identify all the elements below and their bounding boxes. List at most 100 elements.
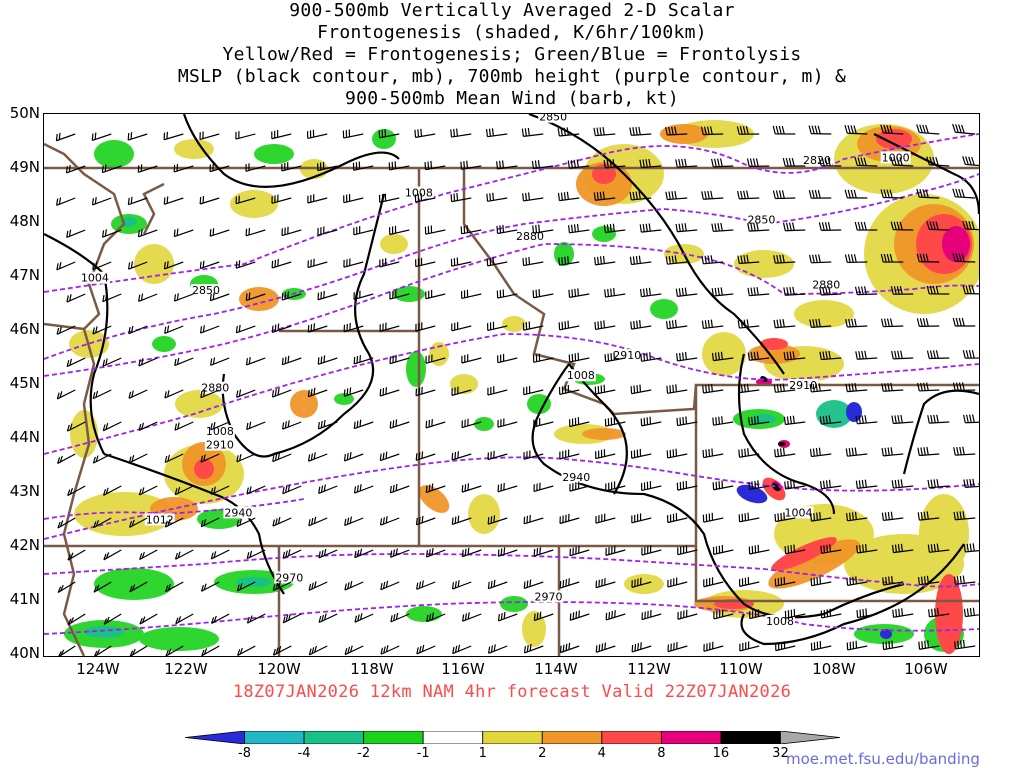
colorbar-segment-4	[422, 731, 484, 744]
wind-barb	[558, 256, 580, 266]
wind-barb	[963, 478, 979, 488]
wind-barb	[281, 226, 302, 237]
wind-barb	[559, 513, 580, 525]
wind-barb	[738, 448, 760, 458]
wind-barb	[881, 382, 904, 392]
wind-barb	[461, 547, 482, 558]
wind-barb	[667, 641, 688, 653]
wind-barb	[425, 290, 446, 300]
wind-barb	[91, 197, 112, 206]
wind-barb	[174, 485, 194, 496]
wind-barb	[846, 640, 868, 651]
wind-barb	[557, 191, 580, 202]
wind-barb	[235, 260, 256, 269]
wind-barb	[281, 291, 302, 301]
wind-barb	[928, 607, 950, 618]
wind-barb	[488, 644, 508, 654]
wind-barb	[318, 548, 338, 559]
height-label-10: 2940	[562, 471, 590, 484]
wind-barb	[819, 350, 842, 361]
wind-barb	[926, 221, 950, 231]
wind-barb	[737, 190, 760, 200]
wind-barb	[137, 228, 158, 238]
wind-barb	[450, 193, 472, 203]
wind-barb	[209, 292, 230, 302]
wind-barb	[818, 222, 842, 231]
wind-barb	[271, 194, 292, 204]
wind-barb	[533, 482, 554, 493]
wind-barb	[702, 383, 724, 394]
lat-label-46n: 46N	[9, 320, 40, 338]
wind-barb	[747, 287, 770, 297]
wind-barb	[487, 515, 508, 525]
map-canvas: 1008100410081008101210041008100028502820…	[44, 114, 979, 656]
title-line-3: Yellow/Red = Frontogenesis; Green/Blue =…	[222, 44, 802, 65]
wind-barb	[747, 351, 770, 361]
wind-barb	[711, 158, 734, 168]
wind-barb	[774, 576, 796, 587]
wind-barb	[891, 543, 914, 554]
wind-barb	[605, 610, 626, 621]
wind-barb	[379, 387, 400, 397]
title-line-1: 900-500mb Vertically Averaged 2-D Scalar	[289, 0, 735, 21]
wind-barb	[379, 451, 400, 462]
wind-barb	[855, 350, 878, 360]
colorbar-segment-5	[482, 731, 543, 744]
wind-barb	[199, 260, 220, 270]
wind-barb	[820, 608, 842, 619]
wind-barb	[676, 480, 698, 491]
wind-barb	[820, 544, 842, 554]
wind-barb	[675, 223, 698, 233]
wind-barb	[343, 258, 364, 268]
wind-barb	[523, 385, 544, 396]
lon-label-110w: 110W	[719, 660, 763, 678]
wind-barb	[92, 453, 112, 464]
wind-barb	[700, 126, 724, 136]
wind-barb	[343, 387, 364, 397]
wind-barb	[165, 581, 184, 593]
wind-barb	[892, 608, 914, 618]
wind-barb	[880, 189, 904, 199]
wind-barb	[630, 448, 652, 459]
wind-barbs	[55, 123, 979, 656]
wind-barb	[91, 132, 112, 141]
wind-barb	[282, 484, 302, 495]
wind-barb	[57, 517, 76, 529]
wind-barb	[952, 188, 976, 199]
height-label-7: 2880	[201, 382, 229, 395]
colorbar-label-6: 4	[597, 746, 606, 761]
wind-barb	[810, 512, 832, 522]
wind-barb	[701, 319, 724, 330]
credit-link[interactable]: moe.met.fsu.edu/banding	[786, 750, 980, 768]
wind-barb	[808, 189, 832, 199]
wind-barb	[631, 577, 652, 588]
wind-barb	[569, 546, 590, 557]
colorbar-label-1: -4	[297, 746, 311, 761]
title-line-4: MSLP (black contour, mb), 700mb height (…	[177, 66, 847, 87]
wind-barb	[639, 158, 662, 169]
wind-barb	[389, 483, 410, 494]
wind-barb	[209, 163, 230, 173]
wind-barb	[175, 613, 194, 625]
wind-barb	[138, 421, 158, 432]
wind-barb	[199, 131, 220, 141]
lat-label-40n: 40N	[9, 644, 40, 662]
wind-barb	[926, 285, 950, 295]
wind-barb	[854, 157, 878, 167]
wind-barb	[854, 221, 878, 231]
wind-barb	[532, 289, 554, 299]
wind-barb	[390, 612, 410, 623]
wind-barb	[236, 581, 256, 592]
wind-barb	[604, 352, 626, 363]
colorbar-label-9: 32	[772, 746, 789, 761]
wind-barb	[703, 577, 724, 588]
wind-barb	[640, 352, 662, 362]
wind-barb	[666, 384, 688, 394]
wind-barb	[317, 161, 338, 172]
wind-barb	[343, 322, 364, 333]
wind-barb	[245, 292, 266, 301]
wind-barb	[272, 645, 292, 656]
wind-barb	[93, 645, 112, 656]
wind-barb	[93, 517, 112, 529]
lat-label-48n: 48N	[9, 212, 40, 230]
